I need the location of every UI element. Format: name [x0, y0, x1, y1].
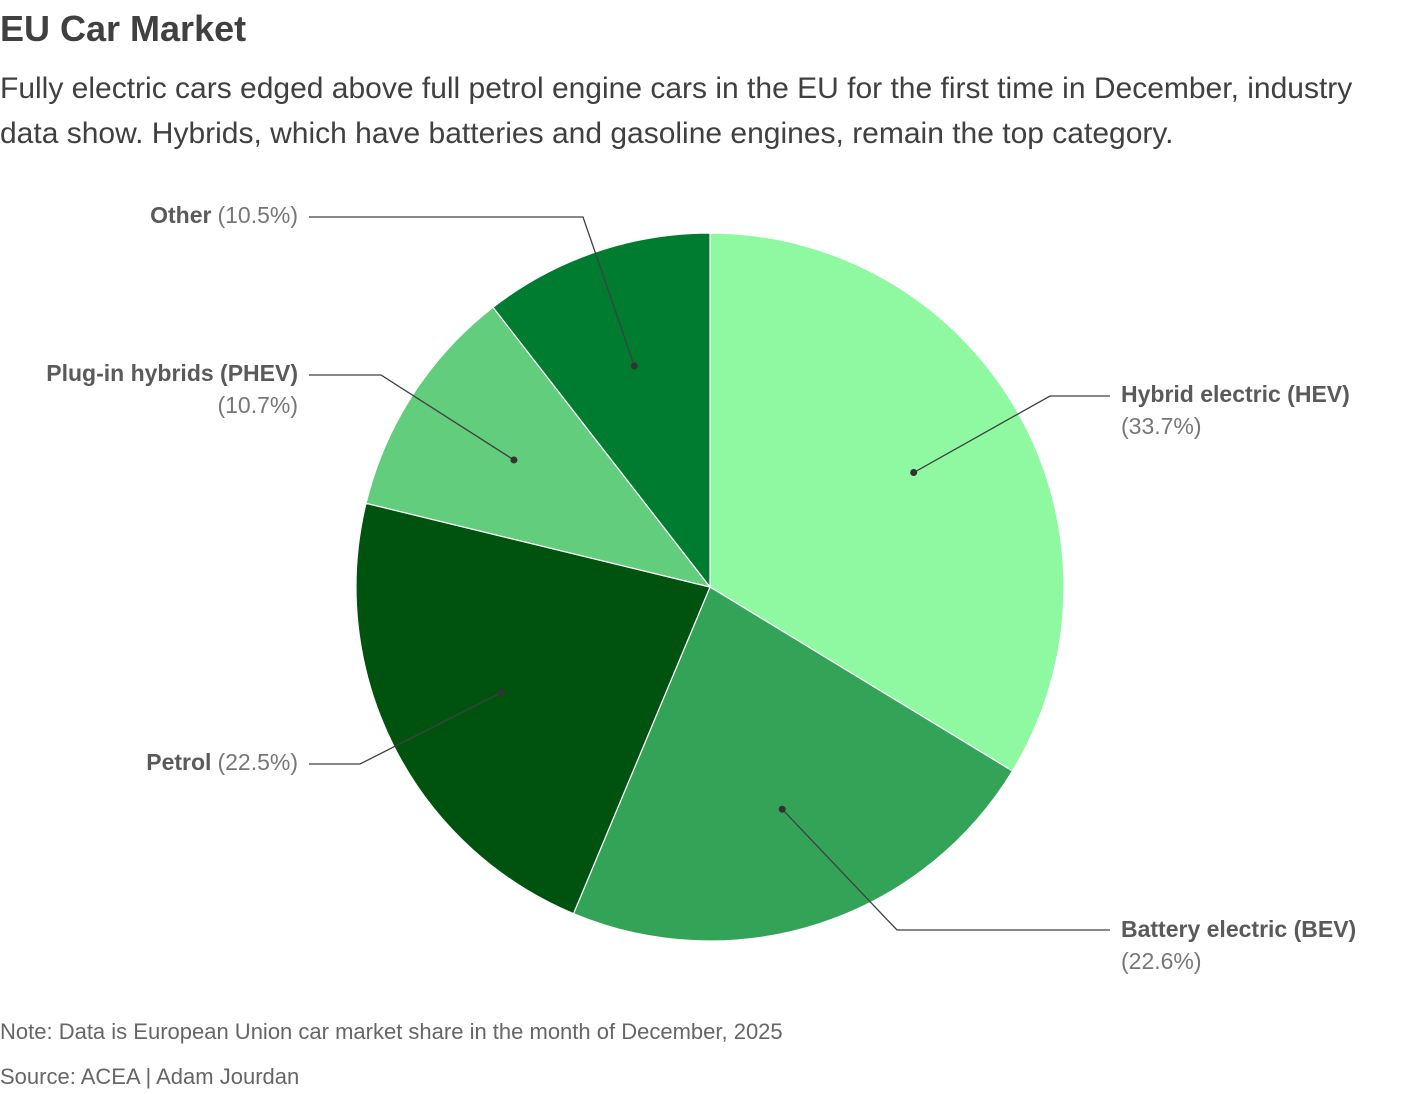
value-label: (22.5%) [217, 749, 298, 775]
slice-label: Petrol (22.5%) [146, 749, 298, 775]
chart-title: EU Car Market [0, 8, 247, 49]
chart-subtitle: Fully electric cars edged above full pet… [0, 72, 1353, 150]
leader-dot [910, 469, 918, 477]
pie-slice [572, 586, 1014, 942]
leader-dot [630, 362, 638, 370]
value-label: (10.7%) [217, 392, 298, 418]
category-label: Other [150, 202, 211, 228]
note: Note: Data is European Union car market … [0, 1019, 783, 1044]
leader-dot [497, 688, 505, 696]
leader-line [913, 395, 1110, 474]
category-label: Hybrid electric (HEV) [1121, 381, 1350, 407]
value-label: (10.5%) [217, 202, 298, 228]
slice-label: Other (10.5%) [150, 202, 298, 228]
leader-dot [510, 456, 518, 464]
category-label: Battery electric (BEV) [1121, 916, 1356, 942]
value-label: (22.6%) [1121, 948, 1202, 974]
leader-line [309, 216, 635, 367]
leader-line [309, 374, 515, 461]
category-label: Plug-in hybrids (PHEV) [46, 360, 298, 386]
source: Source: ACEA | Adam Jourdan [0, 1064, 300, 1089]
value-label: (33.7%) [1121, 413, 1202, 439]
leader-line [309, 691, 502, 765]
leader-line [781, 808, 1110, 931]
category-label: Petrol [146, 749, 211, 775]
pie-slice [365, 306, 712, 588]
leader-dot [778, 805, 786, 813]
